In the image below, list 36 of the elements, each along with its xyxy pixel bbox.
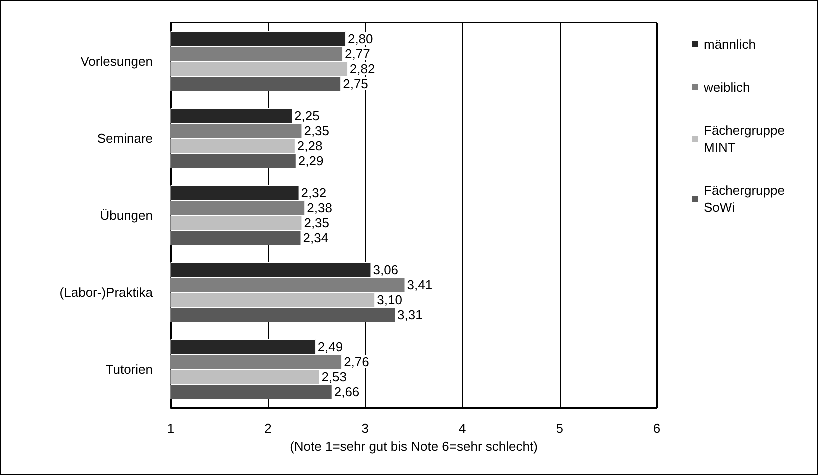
legend-label: männlich: [704, 37, 756, 52]
x-axis-title: (Note 1=sehr gut bis Note 6=sehr schlecht): [290, 439, 538, 454]
x-tick-label: 2: [264, 421, 272, 436]
data-label: 3,41: [407, 278, 433, 292]
data-label: 2,75: [343, 76, 368, 92]
data-label: 2,29: [298, 154, 324, 168]
data-label: 2,35: [304, 216, 330, 230]
y-tick-label: (Labor-)Praktika: [60, 285, 154, 300]
data-label: 2,82: [350, 62, 376, 76]
x-tick-label: 4: [458, 421, 466, 436]
data-label: 3,10: [377, 292, 402, 308]
data-label: 2,66: [334, 384, 360, 400]
y-tick-label: Übungen: [100, 208, 153, 223]
data-label: 2,38: [307, 200, 332, 216]
x-tick-label: 3: [362, 421, 370, 436]
data-label: 2,25: [294, 108, 320, 124]
data-label: 2,35: [304, 124, 330, 138]
data-label: 2,80: [348, 32, 374, 46]
legend-label: weiblich: [703, 80, 750, 95]
data-label: 3,06: [373, 262, 399, 278]
y-tick-label: Seminare: [97, 131, 153, 146]
x-tick-label: 6: [653, 421, 661, 436]
y-tick-label: Vorlesungen: [80, 54, 153, 69]
legend-label: Fächergruppe MINT: [704, 123, 789, 155]
legend-label: Fächergruppe SoWi: [704, 183, 789, 215]
y-tick-label: Tutorien: [106, 362, 153, 377]
data-label: 2,53: [322, 370, 348, 384]
data-label: 2,28: [297, 138, 323, 154]
data-label: 2,32: [301, 186, 327, 200]
data-label: 2,34: [303, 230, 329, 246]
data-label: 2,49: [318, 340, 344, 354]
data-label: 2,76: [344, 354, 370, 370]
x-tick-label: 5: [556, 421, 564, 436]
data-label: 2,77: [345, 46, 370, 62]
data-label: 3,31: [398, 308, 423, 322]
x-tick-label: 1: [167, 421, 175, 436]
